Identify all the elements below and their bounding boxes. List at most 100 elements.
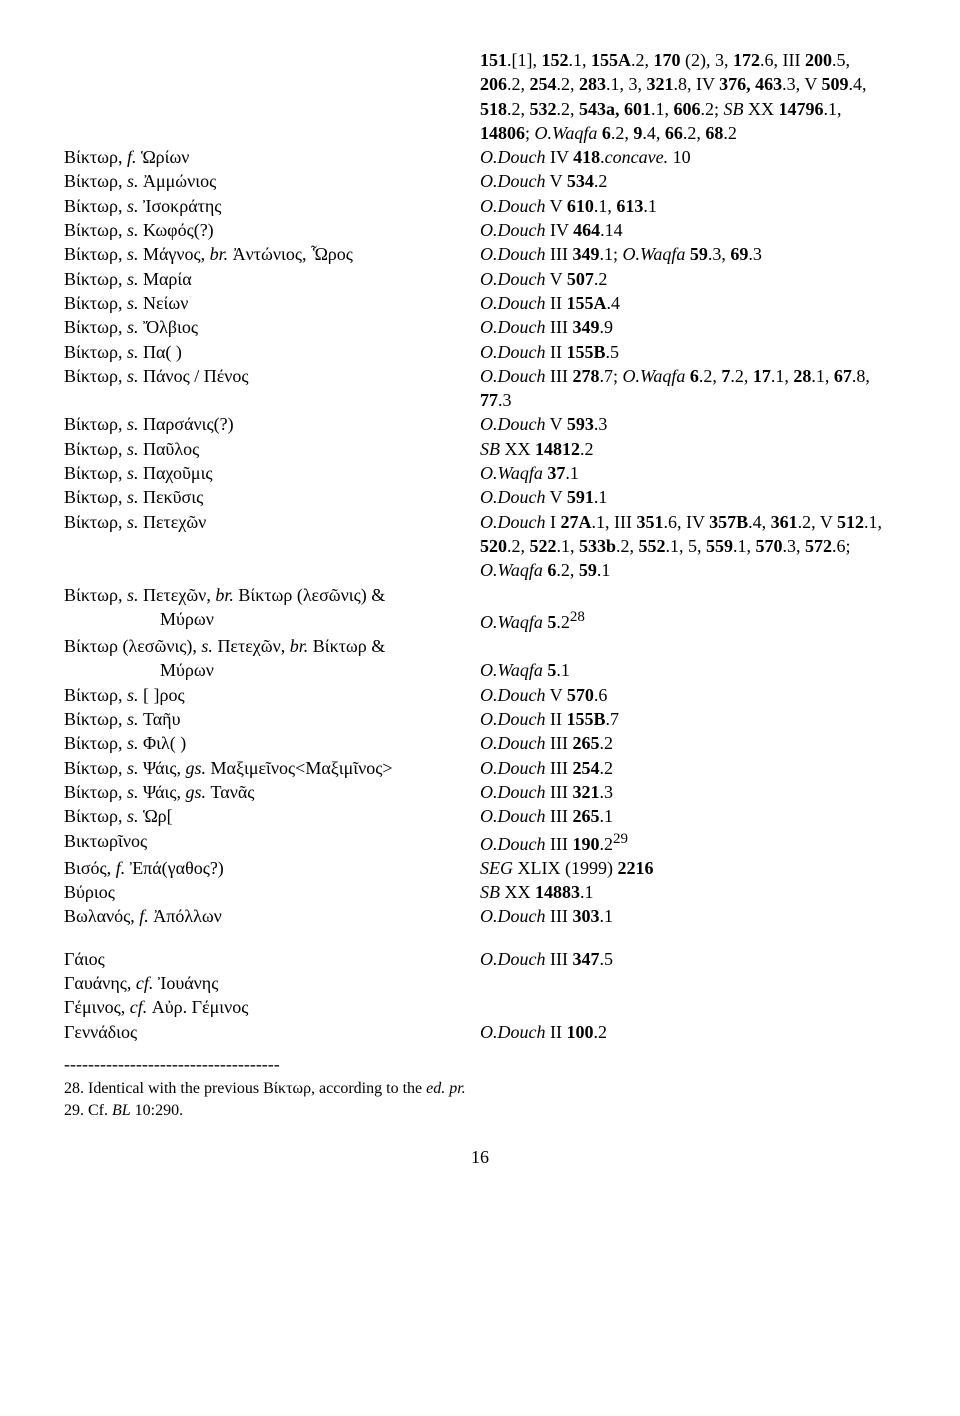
entry-left: Βύριος [64, 880, 480, 904]
entry-row: Βίκτωρ (λεσῶνις), s. Πετεχῶν, br. Βίκτωρ… [64, 634, 896, 658]
entry-row: Βίκτωρ, s. Μάγνος, br. Ἀντώνιος, ὯροςO.D… [64, 242, 896, 266]
entry-left: Βίκτωρ, s. Ψάις, gs. Μαξιμεῖνος<Μαξιμῖνο… [64, 756, 480, 780]
entry-left: Βίκτωρ, s. Κωφός(?) [64, 218, 480, 242]
entry-right: O.Douch I 27A.1, III 351.6, IV 357B.4, 3… [480, 510, 896, 583]
entry-row: ΓάιοςO.Douch III 347.5 [64, 947, 896, 971]
entry-right: O.Douch V 591.1 [480, 485, 896, 509]
entry-left: Βωλανός, f. Ἀπόλλων [64, 904, 480, 928]
entry-row: ΒύριοςSB XX 14883.1 [64, 880, 896, 904]
entry-row: Βίκτωρ, s. Φιλ( )O.Douch III 265.2 [64, 731, 896, 755]
entries-list-2: ΓάιοςO.Douch III 347.5Γαυάνης, cf. Ἰουάν… [64, 947, 896, 1044]
entry-left: Γεννάδιος [64, 1020, 480, 1044]
entry-row: Βωλανός, f. ἈπόλλωνO.Douch III 303.1 [64, 904, 896, 928]
entry-left: Βίκτωρ, s. Πετεχῶν, br. Βίκτωρ (λεσῶνις)… [64, 583, 480, 607]
entry-right: O.Douch IV 418.concave. 10 [480, 145, 896, 169]
footnote-separator: ------------------------------------ [64, 1052, 896, 1076]
entry-right: SB XX 14812.2 [480, 437, 896, 461]
entry-left: Γέμινος, cf. Αὐρ. Γέμινος [64, 995, 480, 1019]
entry-right: O.Douch III 349.9 [480, 315, 896, 339]
entry-row: Βίκτωρ, s. Πετεχῶν, br. Βίκτωρ (λεσῶνις)… [64, 583, 896, 607]
page-number: 16 [64, 1145, 896, 1169]
entry-row: ΜύρωνO.Waqfa 5.228 [64, 607, 896, 634]
entry-right: O.Douch V 534.2 [480, 169, 896, 193]
entry-row: Βίκτωρ, s. Κωφός(?)O.Douch IV 464.14 [64, 218, 896, 242]
entry-right: O.Douch III 278.7; O.Waqfa 6.2, 7.2, 17.… [480, 364, 896, 413]
entry-row: Βίκτωρ, s. Παρσάνις(?)O.Douch V 593.3 [64, 412, 896, 436]
entry-left: Βίκτωρ, s. Πάνος / Πένος [64, 364, 480, 388]
entry-right: O.Douch III 190.229 [480, 829, 896, 856]
entry-right: O.Douch V 593.3 [480, 412, 896, 436]
entry-left: Βίκτωρ, s. Φιλ( ) [64, 731, 480, 755]
entry-left: Βικτωρῖνος [64, 829, 480, 853]
entry-left: Βίκτωρ, s. Ἰσοκράτης [64, 194, 480, 218]
entry-left: Μύρων [64, 658, 480, 682]
entry-row: Βίκτωρ, s. Πάνος / ΠένοςO.Douch III 278.… [64, 364, 896, 413]
entry-row: Βίκτωρ, s. ΠαῦλοςSB XX 14812.2 [64, 437, 896, 461]
entry-row: Βισός, f. Ἐπά(γαθος?)SEG XLIX (1999) 221… [64, 856, 896, 880]
entry-right: O.Douch III 254.2 [480, 756, 896, 780]
entry-row: ΒικτωρῖνοςO.Douch III 190.229 [64, 829, 896, 856]
entry-left: Βίκτωρ, s. Πεκῦσις [64, 485, 480, 509]
entry-left: Βίκτωρ, s. Παρσάνις(?) [64, 412, 480, 436]
entry-row: Γέμινος, cf. Αὐρ. Γέμινος [64, 995, 896, 1019]
entry-right: O.Waqfa 37.1 [480, 461, 896, 485]
entry-left: Βίκτωρ, s. Μαρία [64, 267, 480, 291]
entry-right: O.Douch III 349.1; O.Waqfa 59.3, 69.3 [480, 242, 896, 266]
footnote: 29. Cf. BL 10:290. [64, 1100, 896, 1122]
entry-right: O.Douch V 570.6 [480, 683, 896, 707]
entry-right: O.Douch II 155B.5 [480, 340, 896, 364]
entry-row: Βίκτωρ, s. Ψάις, gs. Μαξιμεῖνος<Μαξιμῖνο… [64, 756, 896, 780]
entry-row: Γαυάνης, cf. Ἰουάνης [64, 971, 896, 995]
entry-left: Βίκτωρ (λεσῶνις), s. Πετεχῶν, br. Βίκτωρ… [64, 634, 480, 658]
header-refs-row: 151.[1], 152.1, 155A.2, 170 (2), 3, 172.… [64, 48, 896, 145]
entry-right: O.Douch III 265.1 [480, 804, 896, 828]
entry-right: O.Douch III 265.2 [480, 731, 896, 755]
entry-row: Βίκτωρ, s. ΠεκῦσιςO.Douch V 591.1 [64, 485, 896, 509]
entry-row: Βίκτωρ, s. ΤαῆυO.Douch II 155B.7 [64, 707, 896, 731]
entry-row: ΜύρωνO.Waqfa 5.1 [64, 658, 896, 682]
entry-left: Βίκτωρ, s. Ἀμμώνιος [64, 169, 480, 193]
entry-left: Βίκτωρ, s. Πα( ) [64, 340, 480, 364]
entry-right: O.Douch IV 464.14 [480, 218, 896, 242]
entries-list: Βίκτωρ, f. ὩρίωνO.Douch IV 418.concave. … [64, 145, 896, 929]
entry-row: Βίκτωρ, s. ὌλβιοςO.Douch III 349.9 [64, 315, 896, 339]
entry-left: Γάιος [64, 947, 480, 971]
entry-row: Βίκτωρ, s. Ὡρ[O.Douch III 265.1 [64, 804, 896, 828]
entry-left: Βισός, f. Ἐπά(γαθος?) [64, 856, 480, 880]
entry-left: Βίκτωρ, s. Μάγνος, br. Ἀντώνιος, Ὧρος [64, 242, 480, 266]
entry-left: Βίκτωρ, s. Ψάις, gs. Τανᾶς [64, 780, 480, 804]
entry-right: O.Waqfa 5.228 [480, 607, 896, 634]
entry-left: Βίκτωρ, s. Ταῆυ [64, 707, 480, 731]
entry-right: O.Douch V 610.1, 613.1 [480, 194, 896, 218]
entry-row: Βίκτωρ, s. Ψάις, gs. ΤανᾶςO.Douch III 32… [64, 780, 896, 804]
entry-left: Βίκτωρ, f. Ὡρίων [64, 145, 480, 169]
entry-left: Βίκτωρ, s. [ ]ρος [64, 683, 480, 707]
entry-right: SB XX 14883.1 [480, 880, 896, 904]
entry-row: Βίκτωρ, s. [ ]ροςO.Douch V 570.6 [64, 683, 896, 707]
entry-row: Βίκτωρ, s. ἸσοκράτηςO.Douch V 610.1, 613… [64, 194, 896, 218]
entry-right: O.Douch III 347.5 [480, 947, 896, 971]
entry-right: O.Waqfa 5.1 [480, 658, 896, 682]
entry-right: O.Douch II 155B.7 [480, 707, 896, 731]
entry-left: Βίκτωρ, s. Παῦλος [64, 437, 480, 461]
entry-row: Βίκτωρ, s. ΜαρίαO.Douch V 507.2 [64, 267, 896, 291]
entry-right: O.Douch V 507.2 [480, 267, 896, 291]
entry-row: Βίκτωρ, s. Πα( )O.Douch II 155B.5 [64, 340, 896, 364]
entry-left: Μύρων [64, 607, 480, 631]
entry-right: O.Douch II 155A.4 [480, 291, 896, 315]
entry-right: O.Douch III 303.1 [480, 904, 896, 928]
entry-row: Βίκτωρ, s. ΝείωνO.Douch II 155A.4 [64, 291, 896, 315]
entry-row: ΓεννάδιοςO.Douch II 100.2 [64, 1020, 896, 1044]
entry-left: Βίκτωρ, s. Ὡρ[ [64, 804, 480, 828]
entry-row: Βίκτωρ, s. ΠετεχῶνO.Douch I 27A.1, III 3… [64, 510, 896, 583]
entry-left: Γαυάνης, cf. Ἰουάνης [64, 971, 480, 995]
entry-left: Βίκτωρ, s. Πετεχῶν [64, 510, 480, 534]
header-refs: 151.[1], 152.1, 155A.2, 170 (2), 3, 172.… [480, 48, 896, 145]
entry-right: O.Douch III 321.3 [480, 780, 896, 804]
entry-row: Βίκτωρ, f. ὩρίωνO.Douch IV 418.concave. … [64, 145, 896, 169]
entry-right: O.Douch II 100.2 [480, 1020, 896, 1044]
footnote: 28. Identical with the previous Βίκτωρ, … [64, 1078, 896, 1100]
entry-left: Βίκτωρ, s. Παχοῦμις [64, 461, 480, 485]
entry-left: Βίκτωρ, s. Νείων [64, 291, 480, 315]
entry-row: Βίκτωρ, s. ΠαχοῦμιςO.Waqfa 37.1 [64, 461, 896, 485]
